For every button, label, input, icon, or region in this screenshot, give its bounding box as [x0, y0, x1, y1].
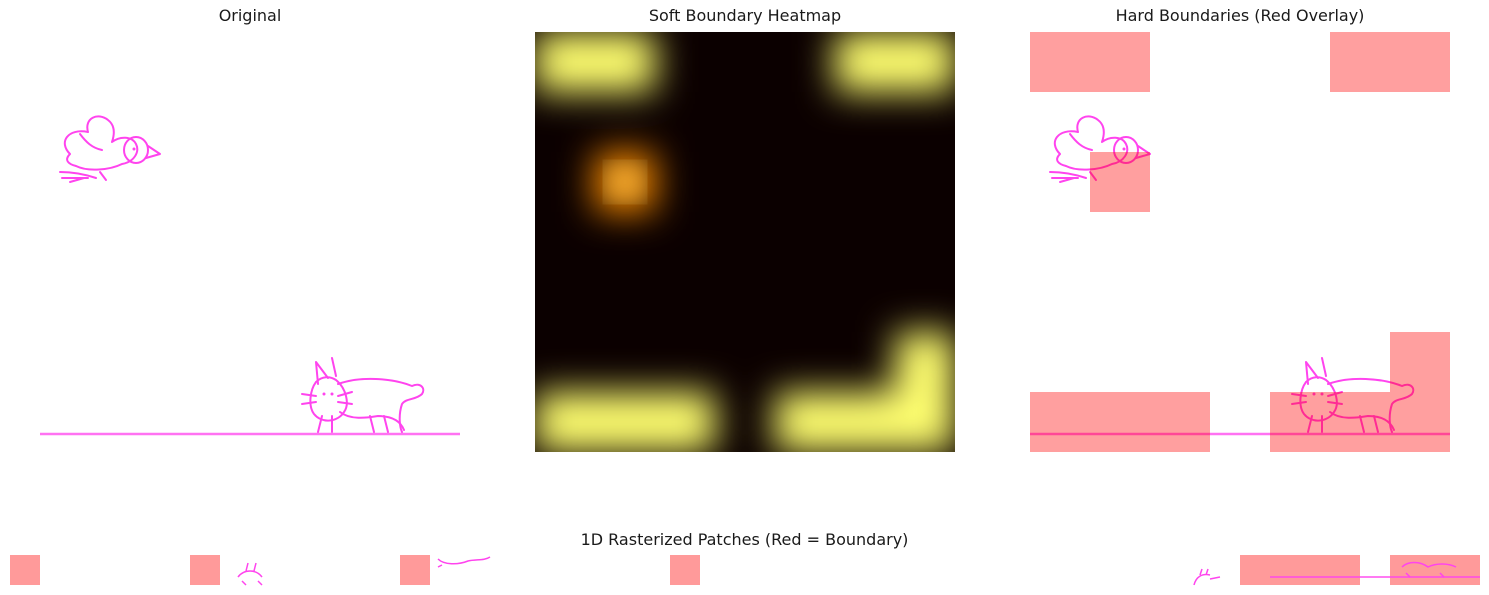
heatmap-cell: [895, 392, 955, 452]
original-image-panel: [40, 115, 460, 436]
heatmap-panel: [535, 32, 955, 452]
boundary-cell: [1030, 32, 1090, 92]
boundary-cell: [1090, 392, 1150, 452]
boundary-cell: [1150, 392, 1210, 452]
strip-sketch-fragment: [237, 562, 263, 586]
heatmap-cell: [835, 32, 895, 92]
boundary-cell: [1330, 32, 1390, 92]
panel-title-overlay: Hard Boundaries (Red Overlay): [1115, 6, 1365, 25]
boundary-patch: [1390, 555, 1420, 585]
panel-title-rasterized: 1D Rasterized Patches (Red = Boundary): [580, 530, 909, 549]
boundary-cell: [1390, 332, 1450, 392]
boundary-cell: [1390, 392, 1450, 452]
boundary-cell: [1330, 392, 1390, 452]
panel-title-original: Original: [218, 6, 282, 25]
heatmap-cell: [595, 392, 655, 452]
bird-sketch: [59, 115, 161, 183]
boundary-cell: [1270, 392, 1330, 452]
boundary-patch: [400, 555, 430, 585]
heatmap-cell: [595, 32, 655, 92]
boundary-patch: [1450, 555, 1480, 585]
heatmap-cell: [535, 392, 595, 452]
boundary-patch: [10, 555, 40, 585]
boundary-cell: [1090, 32, 1150, 92]
boundary-patch: [190, 555, 220, 585]
strip-sketch-fragment: [437, 556, 491, 568]
heatmap-cell: [775, 392, 835, 452]
boundary-patch: [1330, 555, 1360, 585]
overlay-panel: [1030, 32, 1450, 452]
heatmap-cell: [895, 332, 955, 392]
cat-sketch: [301, 357, 425, 433]
boundary-patch: [1240, 555, 1270, 585]
boundary-patch: [670, 555, 700, 585]
heatmap-peak: [609, 166, 641, 198]
boundary-patch: [1420, 555, 1450, 585]
heatmap-cell: [895, 32, 955, 92]
boundary-cell: [1390, 32, 1450, 92]
panel-title-heatmap: Soft Boundary Heatmap: [648, 6, 842, 25]
heatmap-cell: [655, 392, 715, 452]
strip-sketch-fragment: [1193, 568, 1221, 586]
boundary-cell: [1090, 152, 1150, 212]
heatmap-cell: [835, 392, 895, 452]
boundary-patch: [1270, 555, 1300, 585]
boundary-patch: [1300, 555, 1330, 585]
boundary-cell: [1030, 392, 1090, 452]
heatmap-cell: [535, 32, 595, 92]
rasterized-strip-panel: [10, 555, 1480, 586]
